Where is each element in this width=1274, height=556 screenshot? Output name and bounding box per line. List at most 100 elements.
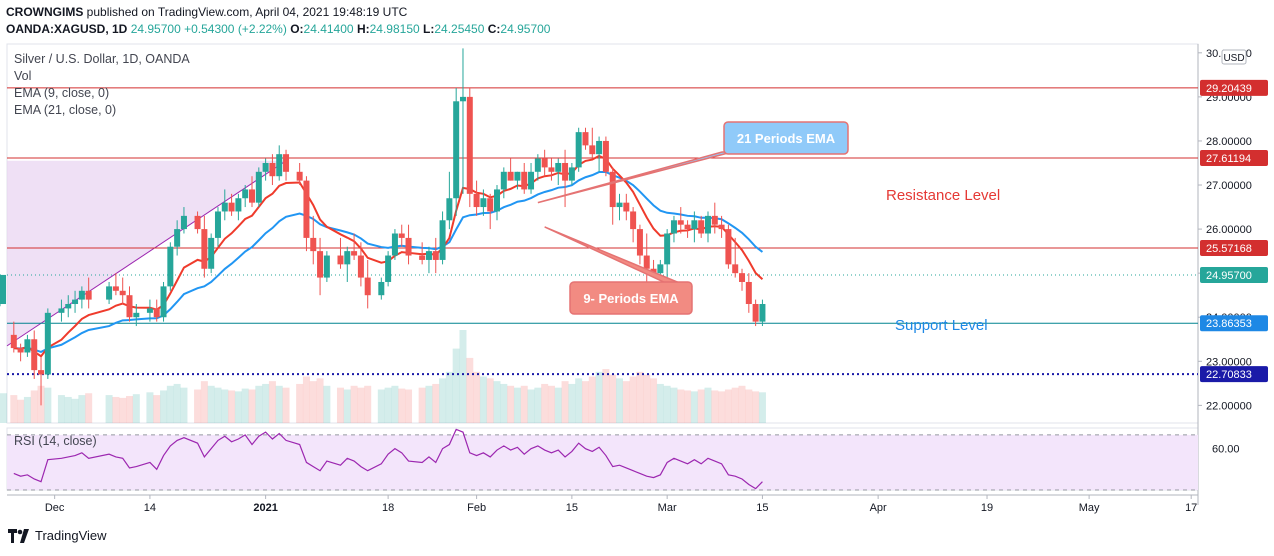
resistance-label: Resistance Level [886, 187, 1000, 204]
legend-vol: Vol [14, 69, 32, 83]
volume-bar [268, 381, 276, 423]
volume-bar [738, 385, 746, 423]
ohlc-line: OANDA:XAGUSD, 1D 24.95700 +0.54300 (+2.2… [6, 22, 550, 36]
volume-bar [200, 381, 208, 423]
ema9-callout-box [569, 281, 693, 315]
volume-bar [10, 395, 18, 423]
volume-bar [112, 396, 120, 423]
candle-body [133, 312, 140, 318]
candle-body [201, 229, 208, 269]
legend-title: Silver / U.S. Dollar, 1D, OANDA [14, 52, 190, 66]
price-tag-resistance [1200, 239, 1268, 256]
candle-body [507, 171, 514, 181]
volume-bar [527, 389, 535, 423]
volume-bar [636, 371, 644, 423]
volume-bar [520, 385, 528, 423]
candle-body [562, 162, 569, 181]
candle-body [664, 233, 671, 265]
ema9-callout-text: 9- Periods EMA [583, 291, 679, 306]
candle-body [623, 202, 630, 212]
volume-bar [336, 387, 344, 423]
volume-bar [234, 391, 242, 423]
volume-bar [752, 391, 760, 423]
volume-bar [581, 381, 589, 423]
candle-body [589, 145, 596, 155]
volume-bar [677, 389, 685, 423]
volume-bar [507, 385, 515, 423]
volume-bar [384, 387, 392, 423]
volume-bar [452, 348, 460, 423]
candle-body [725, 229, 732, 265]
volume-bar [221, 389, 229, 423]
candle-body [745, 281, 752, 305]
candle-body [276, 154, 283, 177]
candle-body [548, 167, 555, 172]
volume-bar [309, 381, 317, 423]
volume-bar [132, 394, 140, 423]
close-label: C: [487, 22, 501, 36]
volume-bar [554, 387, 562, 423]
volume-bar [105, 395, 113, 423]
candle-body [17, 348, 24, 353]
candle-body [432, 251, 439, 260]
candle-body [58, 308, 65, 313]
volume-bar [622, 381, 630, 423]
volume-bar [704, 387, 712, 423]
volume-bar [724, 389, 732, 423]
volume-bar [262, 383, 270, 423]
candle-body [228, 202, 235, 212]
y-tick-label: 22.00000 [1206, 400, 1252, 412]
x-tick-label: 15 [566, 502, 578, 514]
price-pane [6, 43, 1199, 424]
legend-ema9: EMA (9, close, 0) [14, 86, 110, 100]
volume-bar [0, 393, 7, 423]
candle-body [255, 171, 262, 203]
volume-bar [391, 385, 399, 423]
tradingview-logo[interactable]: TradingView [8, 528, 107, 543]
volume-bar [479, 376, 487, 423]
candle-body [459, 96, 466, 102]
author-name: CROWNGIMS [6, 5, 84, 19]
candle-body [419, 255, 426, 260]
candle-body [357, 255, 364, 278]
candle-body [174, 229, 181, 247]
volume-bar [629, 376, 637, 423]
volume-bar [466, 357, 474, 423]
candle-body [630, 211, 637, 230]
open-value: 24.41400 [303, 22, 354, 36]
volume-bar [459, 330, 467, 423]
x-tick-label: 17 [1185, 502, 1197, 514]
candle-body [602, 140, 609, 172]
price-tag-label: 25.57168 [1206, 243, 1252, 255]
candle-body [337, 255, 344, 265]
volume-bar [228, 390, 236, 423]
volume-bar [418, 387, 426, 423]
candle-body [466, 96, 473, 194]
rsi-band [7, 434, 1198, 490]
volume-bar [670, 387, 678, 423]
candle-body [405, 237, 412, 256]
candle-body [167, 246, 174, 287]
volume-bar [650, 378, 658, 423]
volume-bar [78, 395, 86, 423]
candle-body [296, 171, 303, 181]
volume-bar [609, 374, 617, 423]
volume-bar [173, 383, 181, 423]
volume-bar [241, 388, 249, 423]
x-tick-label: Feb [467, 502, 486, 514]
candle-body [126, 295, 133, 318]
candle-body [44, 312, 51, 375]
volume-bar [343, 389, 351, 423]
candle-body [494, 189, 501, 212]
price-tag-label: 29.20439 [1206, 83, 1252, 95]
volume-bar [513, 387, 521, 423]
price-tag-label: 22.70833 [1206, 369, 1252, 381]
rsi-line [13, 428, 763, 490]
high-value: 24.98150 [369, 22, 420, 36]
candle-body [534, 158, 541, 172]
x-tick-label: Dec [45, 502, 65, 514]
volume-bar [44, 387, 52, 423]
last-price: 24.95700 [130, 22, 181, 36]
candle-body [636, 229, 643, 256]
